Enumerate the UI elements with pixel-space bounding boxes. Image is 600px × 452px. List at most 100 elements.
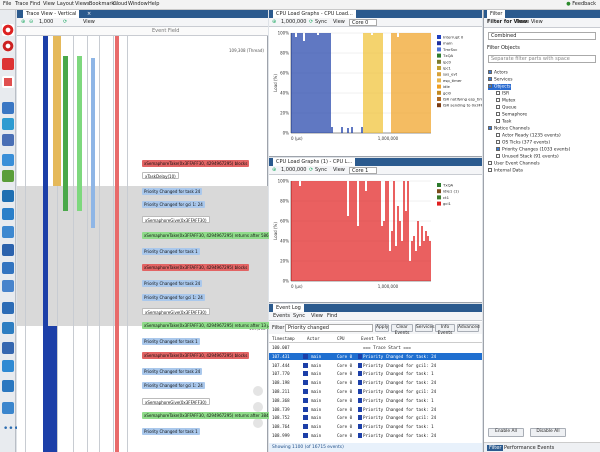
filter-search-input[interactable]: Separate filter parts with space [488, 55, 596, 63]
sync-icon[interactable]: ⟳ [309, 167, 314, 173]
tab-performance-events[interactable]: Performance Events [504, 445, 555, 451]
cpu-bottom-core-select[interactable]: Core 1 [349, 167, 378, 174]
filter-tree-item[interactable]: Mutex [496, 98, 516, 104]
tab-trace-view[interactable]: Trace View - Vertical [23, 10, 80, 18]
close-icon[interactable]: × [87, 11, 92, 17]
flow-icon[interactable] [2, 226, 14, 238]
trace-event-label[interactable]: xSemaphoreGive(0x3FFAFF30) [142, 308, 210, 315]
services-button[interactable]: Services [415, 324, 435, 332]
apply-button[interactable]: Apply [375, 324, 389, 332]
trace-event-label[interactable]: Priority Changed for gci 1: 24 [142, 382, 205, 389]
checkbox-icon[interactable] [488, 84, 492, 88]
trace-event-label[interactable]: xSemaphoreGive(0x3FFAFF30) [142, 216, 210, 223]
view-menu[interactable]: View [311, 313, 323, 319]
actor-icon[interactable] [2, 170, 14, 182]
disable-all-button[interactable]: Disable All [530, 428, 566, 437]
record-icon[interactable] [2, 24, 14, 36]
tab-cpu-load-top[interactable]: CPU Load Graphs - CPU Load... [273, 10, 356, 18]
trace-event-label[interactable]: xSemaphoreTake(0x3FFAFF30, 4294967295) b… [142, 264, 250, 271]
col-actor[interactable]: Actor [307, 336, 320, 341]
checkbox-icon[interactable] [488, 126, 492, 130]
stats-icon[interactable] [2, 208, 14, 220]
cpu-top-chart[interactable]: 100% 80% 60% 40% 20% 0% Load (%) 0 (µs) 1,000,00… [269, 27, 498, 157]
menu-window[interactable]: Window [128, 1, 148, 7]
sync-icon[interactable]: ⟳ [63, 19, 68, 25]
events-menu[interactable]: Events [273, 313, 290, 319]
checkbox-icon[interactable] [496, 154, 500, 158]
cpu-top-zoom[interactable]: 1,000,000 [281, 19, 307, 25]
combined-select[interactable]: Combined [488, 32, 596, 40]
trace-event-label[interactable]: xSemaphoreTake(0x3FFAFF30, 4294967295) r… [142, 412, 277, 419]
compare-icon[interactable] [2, 342, 14, 354]
advanced-button[interactable]: Advanced [457, 324, 480, 332]
checkbox-icon[interactable] [496, 91, 500, 95]
filter-tree-item[interactable]: ISR [496, 91, 509, 97]
col-event-text[interactable]: Event Text [361, 336, 387, 341]
checkbox-icon[interactable] [496, 98, 500, 102]
filter-icon[interactable] [2, 302, 14, 314]
trace-event-label[interactable]: xSemaphoreTake(0x3FFAFF30, 4294967295) r… [142, 232, 277, 239]
clear-events-button[interactable]: Clear Events [391, 324, 413, 336]
timeline-icon[interactable] [2, 280, 14, 292]
event-log-row[interactable]: 108.999 main Core 0 Priority Changed for ta… [269, 432, 482, 439]
filter-tree-item[interactable]: User Event Channels [488, 161, 540, 167]
zoom-value[interactable]: 1,000 [39, 19, 54, 25]
heap-icon[interactable] [2, 262, 14, 274]
checkbox-icon[interactable] [488, 168, 492, 172]
filter-tree-item[interactable]: Unused Stack (91 events) [496, 154, 559, 160]
event-log-row[interactable]: 108.752 main Core 0 Priority Changed for gc… [269, 414, 482, 421]
camera-icon[interactable] [2, 76, 14, 88]
trace-event-label[interactable]: xSemaphoreTake(0x3FFAFF30, 4294967295) b… [142, 352, 250, 359]
filter-tree-item[interactable]: Actor Ready (1235 events) [496, 133, 561, 139]
objects-icon[interactable] [2, 244, 14, 256]
event-log-row[interactable]: 108.764 main Core 0 Priority Changed for ta… [269, 423, 482, 430]
trace-event-label[interactable]: xTaskDelay(10) [142, 172, 179, 179]
zoom-out-icon[interactable]: ⊖ [29, 19, 34, 25]
col-cpu[interactable]: CPU [337, 336, 345, 341]
snapshot-icon[interactable] [2, 58, 14, 70]
menu-layout[interactable]: Layout [57, 1, 74, 7]
report-icon[interactable] [2, 360, 14, 372]
zoom-in-icon[interactable]: ⊕ [272, 19, 277, 25]
tab-cpu-load-bottom[interactable]: CPU Load Graphs (1) - CPU L... [273, 158, 356, 166]
filter-input[interactable]: Priority changed [285, 324, 373, 332]
menu-file[interactable]: File [3, 1, 12, 7]
filter-tree-item[interactable]: Objects [488, 84, 511, 90]
checkbox-icon[interactable] [496, 119, 500, 123]
cpu-bottom-zoom[interactable]: 1,000,000 [281, 167, 307, 173]
menu-trace[interactable]: Trace [15, 1, 29, 7]
filter-tree-item[interactable]: Task [496, 119, 511, 125]
event-log-row[interactable]: 100.007 === Trace Start === [269, 344, 482, 351]
event-log-row[interactable]: 108.739 main Core 0 Priority Changed for ta… [269, 406, 482, 413]
filter-tree-item[interactable]: Services [488, 77, 513, 83]
menu-help[interactable]: Help [148, 1, 160, 7]
tab-filter-for-view[interactable]: Filter for View [487, 19, 528, 25]
windows-icon[interactable] [2, 118, 14, 130]
scroll-mid-icon[interactable] [253, 402, 263, 412]
info-events-button[interactable]: Info Events [435, 324, 455, 336]
actor-bar-tmr[interactable] [91, 58, 95, 228]
scroll-up-icon[interactable] [253, 386, 263, 396]
actor-bar-ipc[interactable] [63, 56, 68, 211]
cpu-bottom-view[interactable]: View [333, 167, 345, 173]
cpu-load-icon[interactable] [2, 134, 14, 146]
graph-icon[interactable] [2, 190, 14, 202]
trace-event-label[interactable]: Priority Changed for task 1 [142, 428, 200, 435]
menu-view[interactable]: View [43, 1, 55, 7]
stop-record-icon[interactable] [2, 40, 14, 52]
filter-tree-item[interactable]: Priority Changes (1033 events) [496, 147, 570, 153]
checkbox-icon[interactable] [496, 140, 500, 144]
filter-tree-item[interactable]: Actors [488, 70, 508, 76]
bookmark-icon[interactable] [2, 322, 14, 334]
trace-event-label[interactable]: Priority Changed for gci 1: 24 [142, 201, 205, 208]
checkbox-icon[interactable] [496, 133, 500, 137]
trace-event-label[interactable]: Priority Changed for task 24 [142, 188, 203, 195]
event-log-row[interactable]: 107.431 main Core 0 Priority Changed for ta… [269, 352, 482, 360]
actor-bar-idle[interactable] [53, 36, 61, 186]
actor-bar-gci[interactable] [115, 36, 119, 452]
scroll-down-icon[interactable] [253, 418, 263, 428]
tab-filter-bottom[interactable]: Filter [487, 445, 504, 451]
trace-event-label[interactable]: Priority Changed for task 1 [142, 338, 200, 345]
tab-event-log[interactable]: Event Log [273, 304, 304, 312]
event-log-row[interactable]: 108.368 main Core 0 Priority Changed for ta… [269, 397, 482, 404]
